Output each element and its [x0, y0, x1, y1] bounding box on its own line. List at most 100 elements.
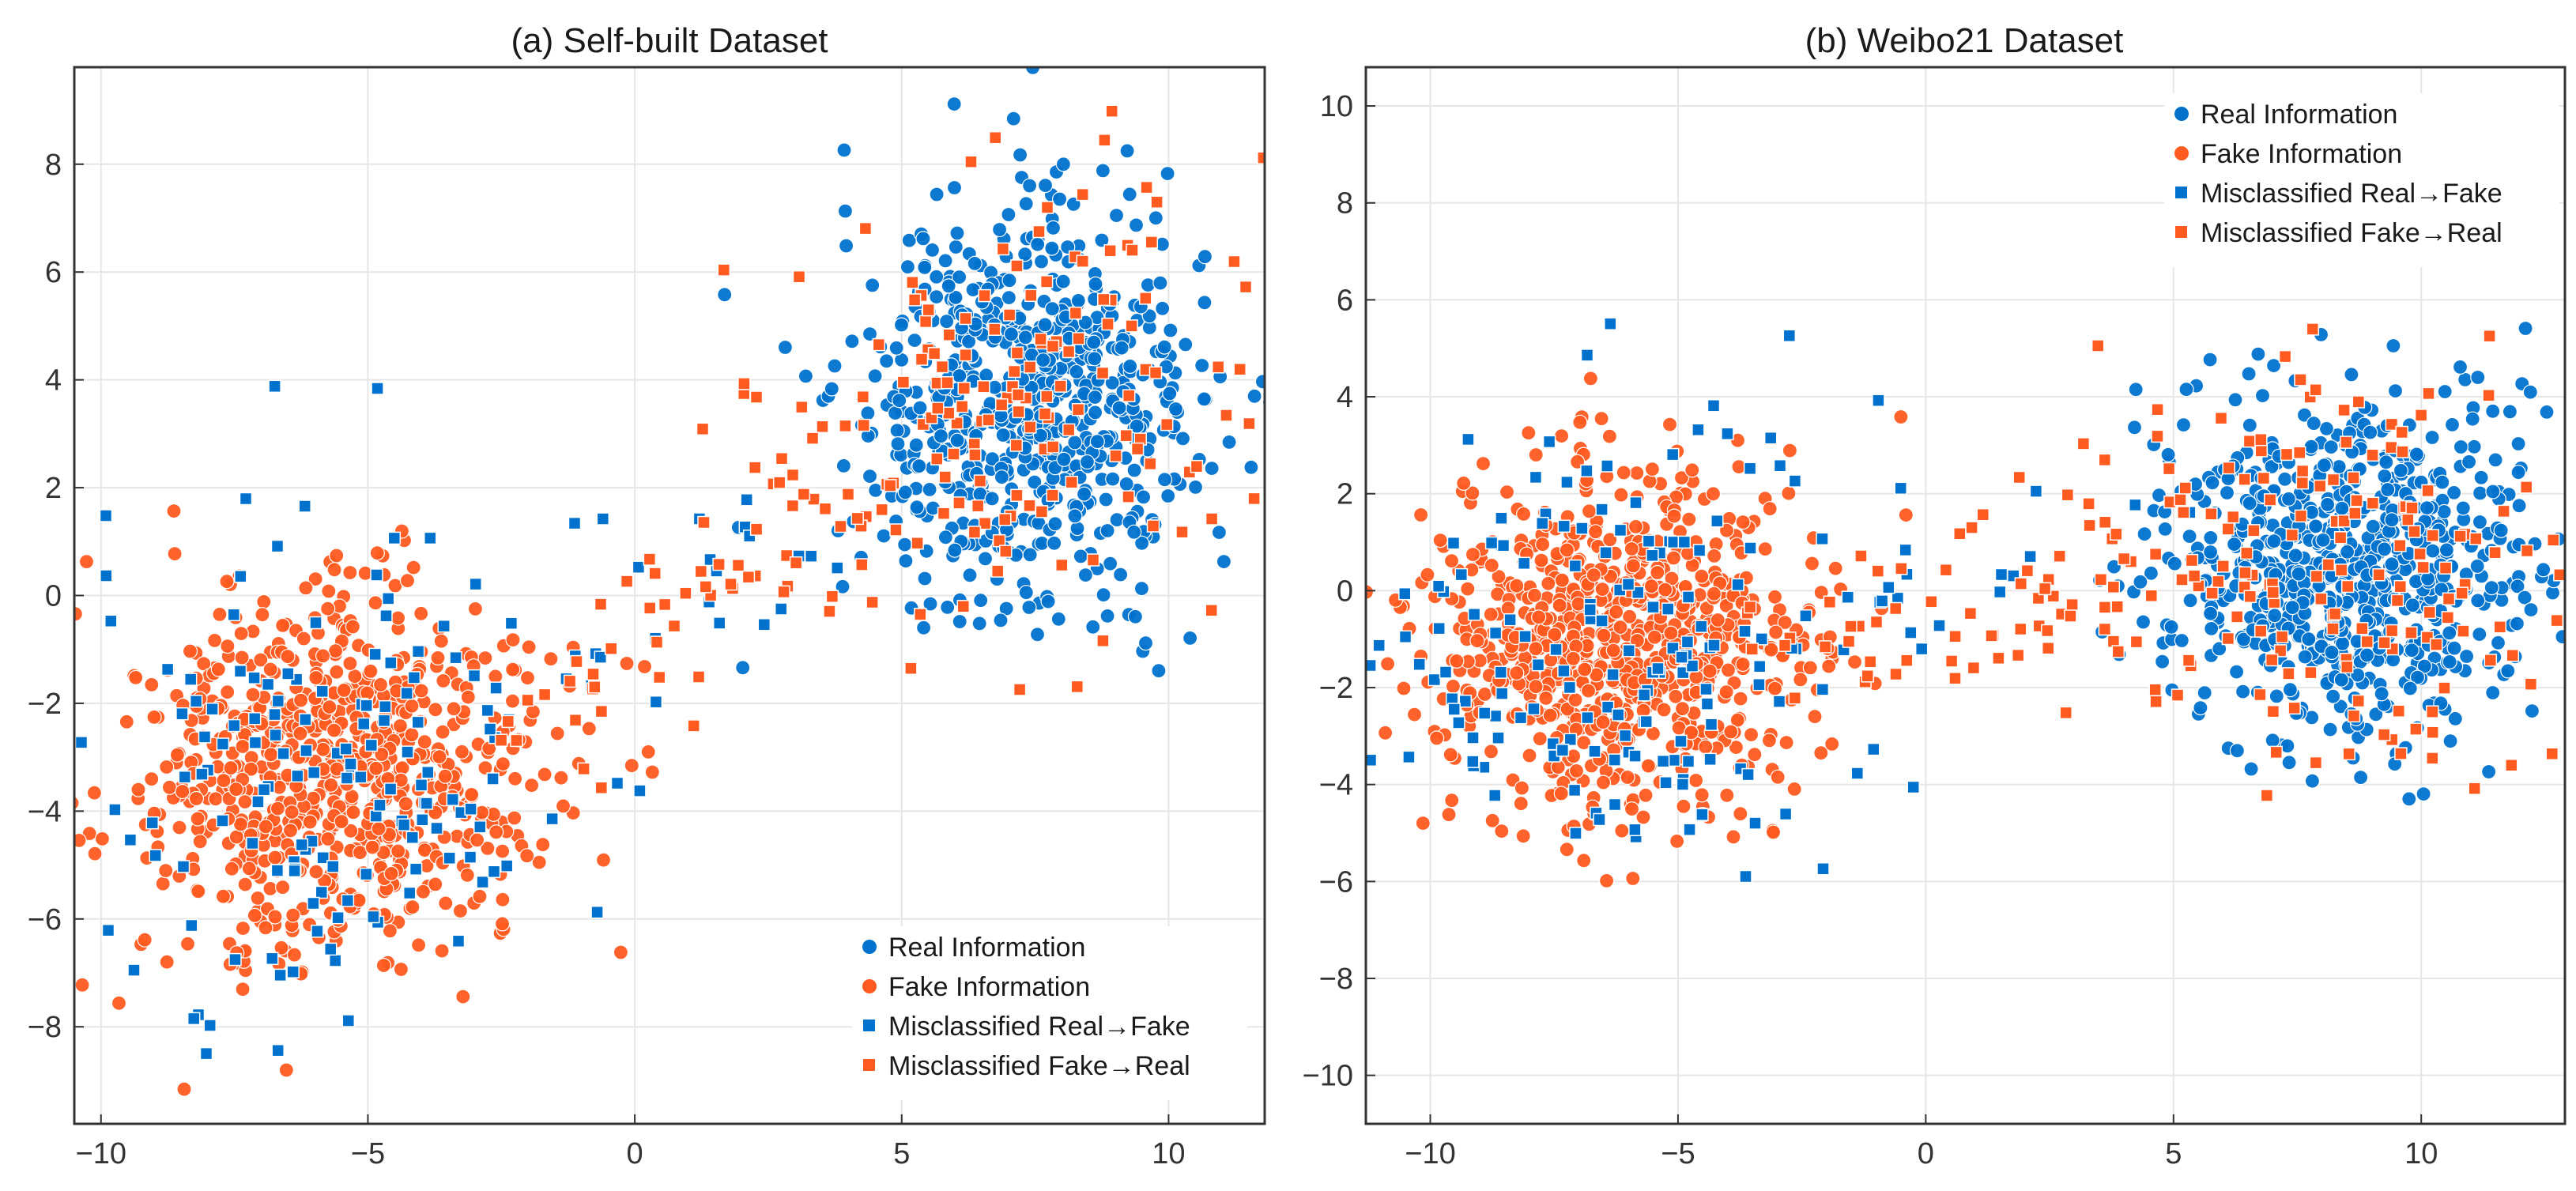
- legend-item-misclassified-fake-real: Misclassified Fake→Real: [2175, 218, 2502, 248]
- misclassified-fake-real-point: [866, 595, 879, 609]
- fake-information-point: [640, 744, 656, 760]
- real-information-point: [937, 253, 953, 269]
- y-tick-label: −4: [28, 795, 62, 828]
- misclassified-fake-real-point: [792, 269, 806, 284]
- fake-information-point: [1650, 564, 1665, 581]
- misclassified-real-fake-point: [1646, 548, 1659, 563]
- real-information-point: [2368, 707, 2384, 722]
- misclassified-fake-real-point: [2326, 622, 2340, 635]
- real-information-point: [2518, 320, 2533, 337]
- fake-information-point: [581, 721, 597, 737]
- misclassified-fake-real-point: [2065, 597, 2079, 612]
- misclassified-real-fake-point: [368, 647, 382, 661]
- misclassified-fake-real-point: [699, 580, 713, 594]
- fake-information-point: [336, 682, 352, 699]
- real-information-point: [922, 596, 938, 612]
- misclassified-fake-real-point: [2129, 635, 2144, 649]
- real-information-point: [2387, 383, 2404, 399]
- misclassified-real-fake-point: [261, 677, 275, 692]
- fake-information-point: [477, 759, 493, 776]
- misclassified-real-fake-point: [1402, 750, 1416, 764]
- misclassified-real-fake-point: [1531, 658, 1545, 672]
- fake-information-point: [1475, 455, 1492, 472]
- legend-marker-real: [862, 940, 877, 954]
- misclassified-real-fake-point: [183, 673, 198, 686]
- misclassified-fake-real-point: [947, 447, 960, 461]
- misclassified-real-fake-point: [414, 778, 428, 792]
- fake-information-point: [531, 854, 547, 870]
- real-information-point: [1127, 609, 1144, 624]
- real-information-point: [835, 579, 850, 594]
- fake-information-point: [549, 726, 565, 741]
- misclassified-real-fake-point: [160, 662, 175, 677]
- real-information-point: [1076, 486, 1092, 502]
- real-information-point: [2517, 590, 2533, 605]
- fake-information-point: [1396, 680, 1412, 696]
- misclassified-fake-real-point: [687, 719, 700, 733]
- fake-information-point: [525, 703, 541, 720]
- misclassified-real-fake-point: [476, 875, 489, 889]
- real-information-point: [1012, 147, 1028, 163]
- real-information-point: [2334, 500, 2350, 516]
- real-information-point: [717, 287, 733, 303]
- real-information-point: [1044, 301, 1060, 317]
- misclassified-real-fake-point: [1677, 535, 1692, 549]
- fake-information-point: [94, 831, 110, 847]
- fake-information-point: [258, 920, 273, 936]
- fake-information-point: [1541, 575, 1556, 591]
- misclassified-fake-real-point: [872, 337, 886, 352]
- real-information-point: [892, 393, 907, 409]
- fake-information-point: [405, 560, 421, 575]
- real-information-point: [2333, 699, 2348, 714]
- misclassified-real-fake-point: [2023, 549, 2037, 563]
- misclassified-real-fake-point: [149, 849, 162, 862]
- real-information-point: [2128, 382, 2144, 398]
- misclassified-fake-real-point: [1035, 505, 1049, 518]
- real-information-point: [1001, 290, 1017, 306]
- misclassified-fake-real-point: [889, 523, 903, 537]
- misclassified-fake-real-point: [2405, 501, 2419, 514]
- misclassified-fake-real-point: [968, 448, 982, 462]
- real-information-point: [2318, 420, 2334, 437]
- fake-information-point: [188, 790, 204, 807]
- fake-information-point: [504, 693, 521, 709]
- misclassified-real-fake-point: [234, 570, 247, 583]
- misclassified-fake-real-point: [2413, 547, 2427, 561]
- misclassified-real-fake-point: [1933, 619, 1946, 632]
- misclassified-fake-real-point: [1160, 417, 1174, 432]
- fake-information-point: [1582, 371, 1599, 386]
- misclassified-real-fake-point: [1752, 660, 1767, 673]
- misclassified-fake-real-point: [1963, 606, 1978, 620]
- misclassified-real-fake-point: [1676, 778, 1690, 791]
- misclassified-fake-real-point: [1239, 280, 1253, 294]
- misclassified-fake-real-point: [1125, 319, 1138, 333]
- misclassified-real-fake-point: [344, 757, 357, 771]
- fake-information-point: [241, 861, 257, 876]
- misclassified-real-fake-point: [740, 493, 753, 507]
- legend-marker-real: [2174, 107, 2189, 121]
- fake-information-point: [1761, 733, 1777, 748]
- misclassified-fake-real-point: [775, 451, 789, 465]
- x-tick-label: 10: [1152, 1137, 1185, 1170]
- misclassified-fake-real-point: [2409, 722, 2423, 736]
- fake-information-point: [535, 837, 551, 853]
- misclassified-real-fake-point: [1575, 522, 1589, 535]
- misclassified-fake-real-point: [2438, 681, 2451, 695]
- fake-information-point: [1509, 578, 1525, 594]
- misclassified-fake-real-point: [1247, 492, 1261, 506]
- misclassified-fake-real-point: [856, 390, 870, 404]
- misclassified-fake-real-point: [1109, 449, 1122, 463]
- real-information-point: [2485, 403, 2501, 419]
- misclassified-fake-real-point: [2426, 726, 2439, 739]
- real-information-point: [2447, 710, 2463, 727]
- real-information-point: [2469, 558, 2485, 575]
- fake-information-point: [146, 709, 162, 726]
- real-information-point: [2424, 429, 2440, 446]
- misclassified-real-fake-point: [1675, 650, 1688, 664]
- fake-information-point: [286, 947, 303, 963]
- real-information-point: [1001, 273, 1017, 288]
- fake-information-point: [433, 633, 449, 649]
- misclassified-real-fake-point: [1703, 752, 1717, 767]
- misclassified-real-fake-point: [1707, 399, 1721, 413]
- fake-information-point: [1616, 465, 1631, 481]
